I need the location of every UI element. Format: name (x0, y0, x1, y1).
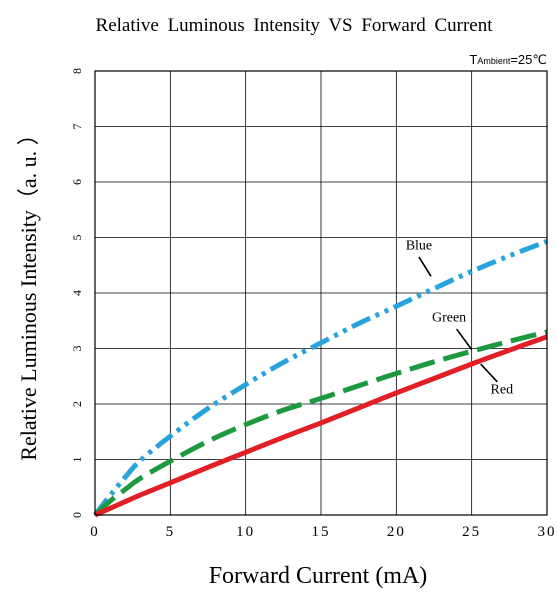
condition-prefix: T (469, 52, 477, 67)
y-tick-label: 6 (70, 179, 84, 185)
x-tick-label: 10 (236, 524, 255, 540)
x-tick-label: 0 (90, 524, 100, 540)
y-tick-label: 8 (70, 68, 84, 74)
chart-title: Relative Luminous Intensity VS Forward C… (96, 15, 494, 36)
y-tick-labels: 0 1 2 3 4 5 6 7 8 (70, 68, 84, 518)
x-tick-label: 15 (312, 524, 331, 540)
condition-value: =25℃ (510, 52, 547, 67)
series-line-green (93, 329, 548, 517)
y-tick-label: 1 (70, 457, 84, 463)
annotation-label-green: Green (432, 310, 466, 325)
x-tick-label: 20 (387, 524, 406, 540)
y-tick-label: 0 (70, 512, 84, 518)
annotation-pointer-green (455, 328, 473, 351)
series-line-red (93, 334, 548, 518)
y-axis-label: Relative Luminous Intensity（a. u. ） (16, 123, 41, 460)
annotation-label-blue: Blue (406, 238, 432, 253)
series-layer (93, 239, 548, 518)
annotation-layer: Blue Green Red (406, 238, 513, 397)
y-tick-label: 3 (70, 346, 84, 352)
y-tick-label: 7 (70, 124, 84, 130)
series-line-blue (93, 239, 548, 517)
x-tick-labels: 0 5 10 15 20 25 30 (90, 524, 557, 540)
y-tick-label: 2 (70, 401, 84, 407)
x-tick-label: 25 (462, 524, 481, 540)
annotation-pointer-blue (418, 256, 432, 277)
annotation-label-red: Red (491, 383, 514, 398)
annotation-pointer-red (480, 363, 498, 383)
x-axis-label: Forward Current (mA) (209, 563, 428, 589)
condition-label: TAmbient=25℃ (469, 52, 547, 67)
condition-subscript: Ambient (477, 56, 511, 66)
plot-frame (94, 70, 548, 516)
y-tick-label: 5 (70, 235, 84, 241)
x-tick-label: 30 (538, 524, 557, 540)
x-tick-label: 5 (166, 524, 176, 540)
y-tick-label: 4 (70, 290, 84, 296)
